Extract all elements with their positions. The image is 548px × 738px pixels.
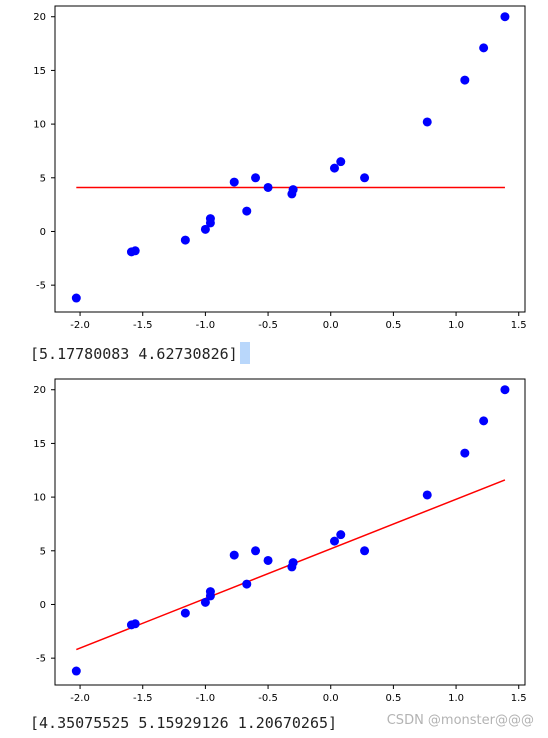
y-tick-label: 0	[40, 600, 46, 611]
data-point	[460, 75, 470, 85]
y-tick-label: 0	[40, 227, 46, 238]
y-tick-label: -5	[36, 654, 46, 665]
data-point	[360, 546, 370, 556]
y-tick-label: 15	[33, 439, 46, 450]
scatter-plot-1: -2.0 -1.5 -1.0 -0.5 0.0 0.5 1.0 1.5 20 15 10 5 0 -5	[33, 5, 527, 330]
data-point	[500, 385, 510, 395]
x-tick-label: 0.5	[385, 320, 401, 330]
data-point	[329, 536, 339, 546]
data-point	[263, 555, 273, 565]
y-tick-label: 15	[33, 66, 46, 77]
y-tick-label: 20	[33, 385, 46, 396]
text-cursor	[239, 342, 250, 364]
y-tick-label: 5	[40, 173, 46, 184]
y-tick-label: 5	[40, 546, 46, 557]
y-tick-label: 10	[33, 120, 46, 131]
output-text-2: [4.35075525 5.15929126 1.20670265]	[30, 714, 338, 732]
axes-frame	[54, 5, 526, 313]
data-point	[329, 163, 339, 173]
data-point	[242, 206, 252, 216]
x-tick-label: -2.0	[70, 693, 90, 703]
data-point	[263, 182, 273, 192]
x-tick-label: 0.0	[323, 693, 339, 703]
data-point	[130, 619, 140, 629]
data-point	[336, 530, 346, 540]
data-point	[71, 666, 81, 676]
data-point	[422, 490, 432, 500]
data-point	[336, 157, 346, 167]
data-point	[71, 293, 81, 303]
data-point	[130, 246, 140, 256]
x-tick-label: -0.5	[258, 693, 278, 703]
x-tick-label: 1.0	[448, 320, 464, 330]
x-tick-label: -0.5	[258, 320, 278, 330]
data-point	[229, 550, 239, 560]
x-tick-label: 0.5	[385, 693, 401, 703]
x-tick-label: -1.5	[133, 693, 153, 703]
axes-frame	[54, 378, 526, 686]
x-tick-label: 0.0	[323, 320, 339, 330]
scatter-plot-2: -2.0 -1.5 -1.0 -0.5 0.0 0.5 1.0 1.5 20 15 10 5 0 -5	[33, 378, 527, 703]
data-point	[180, 608, 190, 618]
data-point	[422, 117, 432, 127]
x-tick-label: 1.0	[448, 693, 464, 703]
x-tick-label: 1.5	[511, 693, 527, 703]
data-point	[180, 235, 190, 245]
x-tick-label: -1.0	[196, 320, 216, 330]
data-point	[500, 12, 510, 22]
data-point	[200, 597, 210, 607]
y-tick-label: -5	[36, 281, 46, 292]
data-point	[479, 43, 489, 53]
data-point	[288, 558, 298, 568]
y-tick-label: 10	[33, 493, 46, 504]
data-point	[200, 224, 210, 234]
data-point	[251, 546, 261, 556]
data-point	[251, 173, 261, 183]
y-tick-label: 20	[33, 12, 46, 23]
data-point	[460, 448, 470, 458]
data-point	[479, 416, 489, 426]
data-point	[205, 218, 215, 228]
x-tick-label: -2.0	[70, 320, 90, 330]
watermark: CSDN @monster@@@	[386, 713, 534, 728]
data-point	[242, 579, 252, 589]
output-text-1: [5.17780083 4.62730826]	[30, 345, 238, 363]
x-tick-label: 1.5	[511, 320, 527, 330]
x-tick-label: -1.5	[133, 320, 153, 330]
data-point	[205, 591, 215, 601]
x-tick-label: -1.0	[196, 693, 216, 703]
data-point	[288, 185, 298, 195]
data-point	[229, 177, 239, 187]
data-point	[360, 173, 370, 183]
